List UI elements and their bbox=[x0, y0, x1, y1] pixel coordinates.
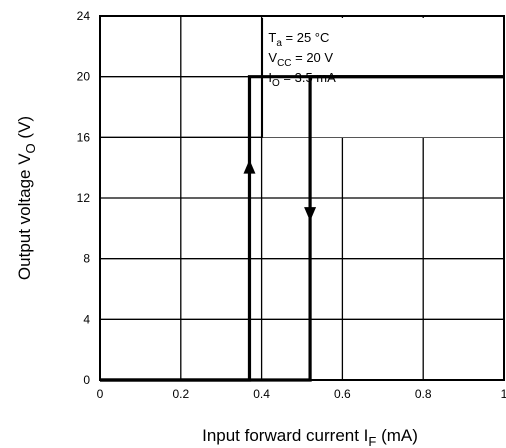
x-tick-label: 0 bbox=[97, 387, 104, 401]
y-tick-label: 12 bbox=[77, 191, 91, 205]
y-tick-label: 20 bbox=[77, 70, 91, 84]
x-tick-label: 1 bbox=[501, 387, 506, 401]
x-tick-label: 0.2 bbox=[172, 387, 189, 401]
arrow-up-icon bbox=[243, 159, 256, 174]
y-tick-label: 8 bbox=[83, 252, 90, 266]
arrow-down-icon bbox=[304, 207, 317, 222]
axis-labels: Input forward current IF (mA) Output volt… bbox=[15, 116, 418, 448]
x-tick-label: 0.6 bbox=[334, 387, 351, 401]
y-tick-label: 16 bbox=[77, 130, 91, 144]
x-tick-label: 0.8 bbox=[415, 387, 432, 401]
y-tick-label: 24 bbox=[77, 9, 91, 23]
y-tick-label: 0 bbox=[83, 373, 90, 387]
x-axis-label: Input forward current IF (mA) bbox=[202, 426, 418, 448]
y-axis-label: Output voltage VO (V) bbox=[15, 116, 38, 280]
annotation-text: Ta = 25 °C bbox=[268, 30, 329, 49]
y-tick-label: 4 bbox=[83, 312, 90, 326]
tick-labels: 0 0.2 0.4 0.6 0.8 1 0 4 8 12 16 20 24 bbox=[77, 9, 506, 401]
plot-frame bbox=[99, 15, 505, 381]
annotation-text: VCC = 20 V bbox=[268, 50, 333, 69]
x-tick-label: 0.4 bbox=[253, 387, 270, 401]
